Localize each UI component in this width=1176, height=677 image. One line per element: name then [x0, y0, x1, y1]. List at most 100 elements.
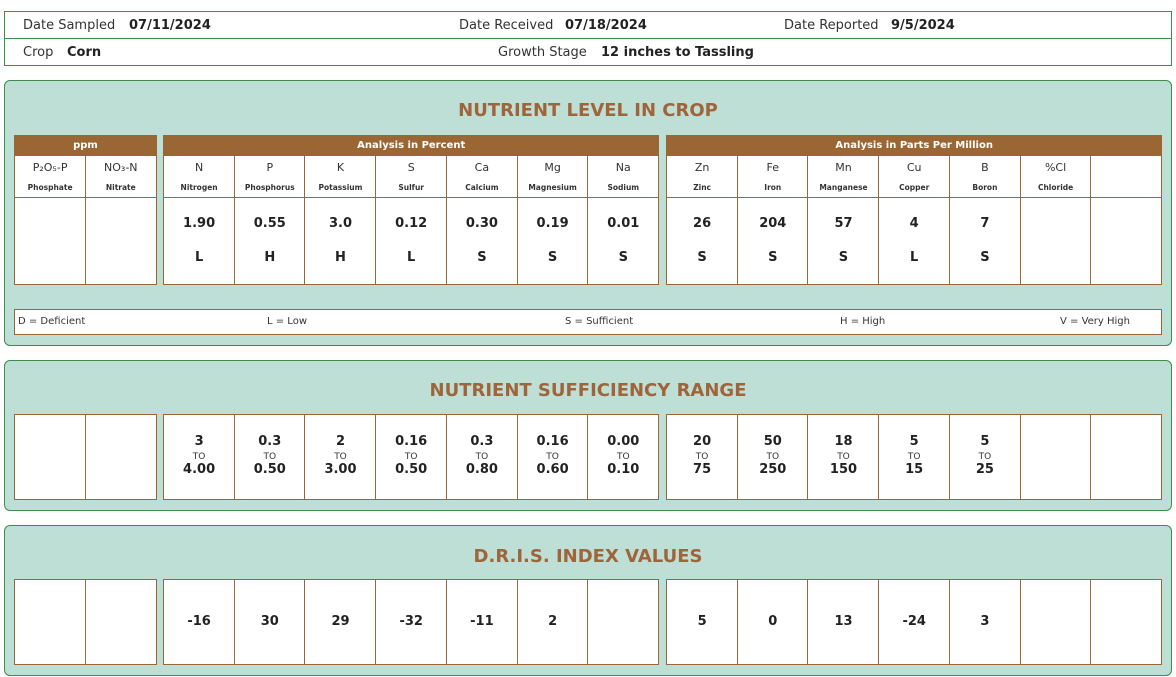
- nutrient-name: Chloride: [1037, 183, 1074, 192]
- nutrient-name: Calcium: [465, 183, 499, 192]
- header-row: Crop Corn Growth Stage 12 inches to Tasslin…: [4, 38, 1172, 66]
- level-cell: 3.0 H: [304, 197, 377, 285]
- range-to: TO: [475, 452, 489, 462]
- range-cell: 0.16 TO 0.60: [516, 414, 589, 500]
- dris-value: 13: [834, 614, 853, 629]
- range-cell: 18 TO 150: [807, 414, 880, 500]
- column-header: Cu Copper: [878, 155, 951, 199]
- range-low: 5: [980, 434, 990, 449]
- level-value: 0.12: [395, 216, 428, 231]
- legend-item: D = Deficient: [18, 316, 86, 327]
- column-header: Fe Iron: [736, 155, 809, 199]
- dris-value: -32: [399, 614, 423, 629]
- column-header: P₂O₅-P Phosphate: [14, 155, 87, 199]
- level-cell: 204 S: [736, 197, 809, 285]
- dris-cell: [587, 579, 660, 665]
- range-to: TO: [546, 452, 559, 462]
- range-high: 0.10: [607, 462, 640, 477]
- nutrient-symbol: Fe: [766, 161, 780, 174]
- level-cell: 0.12 L: [375, 197, 448, 285]
- field-label: Date Received: [459, 18, 554, 33]
- level-value: 4: [909, 216, 919, 231]
- range-to: TO: [978, 452, 992, 462]
- range-cell: [1019, 414, 1092, 500]
- field-label: Date Reported: [784, 18, 879, 33]
- level-cell: 0.30 S: [445, 197, 518, 285]
- group-header: Analysis in Parts Per Million: [666, 135, 1163, 156]
- range-high: 75: [693, 462, 712, 477]
- dris-cell: [1090, 579, 1163, 665]
- range-to: TO: [766, 452, 780, 462]
- legend-item: H = High: [840, 316, 886, 327]
- level-rating: L: [194, 250, 204, 265]
- range-low: 0.00: [607, 434, 640, 449]
- dris-cell: 2: [516, 579, 589, 665]
- column-header: %Cl Chloride: [1019, 155, 1092, 199]
- column-header: S Sulfur: [375, 155, 448, 199]
- level-rating: S: [768, 250, 778, 265]
- level-value: 1.90: [183, 216, 216, 231]
- dris-cell: 30: [233, 579, 306, 665]
- nutrient-symbol: NO₃-N: [104, 161, 138, 174]
- level-cell: [1090, 197, 1163, 285]
- range-low: 18: [834, 434, 853, 449]
- level-value: 57: [834, 216, 853, 231]
- dris-cell: -11: [445, 579, 518, 665]
- level-value: 0.01: [607, 216, 640, 231]
- level-rating: H: [335, 250, 346, 265]
- level-cell: 0.19 S: [516, 197, 589, 285]
- nutrient-symbol: S: [407, 161, 415, 174]
- level-cell: 26 S: [666, 197, 739, 285]
- dris-value: 29: [331, 614, 350, 629]
- nutrient-name: Nitrogen: [180, 183, 218, 192]
- dris-value: 0: [768, 614, 778, 629]
- range-low: 5: [909, 434, 919, 449]
- range-high: 4.00: [183, 462, 216, 477]
- level-rating: S: [980, 250, 990, 265]
- range-low: 50: [763, 434, 782, 449]
- level-rating: S: [618, 250, 628, 265]
- range-low: 0.3: [470, 434, 494, 449]
- group-header: Analysis in Percent: [163, 135, 660, 156]
- nutrient-symbol: K: [336, 161, 345, 174]
- range-to: TO: [695, 452, 709, 462]
- range-high: 15: [905, 462, 924, 477]
- nutrient-symbol: B: [981, 161, 989, 174]
- nutrient-name: Zinc: [693, 183, 711, 192]
- level-value: 3.0: [328, 216, 352, 231]
- column-header: [1090, 155, 1163, 199]
- dris-value: -16: [187, 614, 211, 629]
- range-cell: [14, 414, 87, 500]
- level-cell: 0.55 H: [233, 197, 306, 285]
- level-value: 0.19: [536, 216, 569, 231]
- field-label: Growth Stage: [498, 45, 587, 60]
- nutrient-name: Sodium: [607, 183, 640, 192]
- dris-cell: 0: [736, 579, 809, 665]
- range-to: TO: [837, 452, 850, 462]
- column-header: Zn Zinc: [666, 155, 739, 199]
- nutrient-symbol: Ca: [474, 161, 490, 174]
- section-title: NUTRIENT SUFFICIENCY RANGE: [429, 380, 747, 401]
- range-high: 250: [759, 462, 787, 477]
- level-cell: [1019, 197, 1092, 285]
- range-high: 0.80: [465, 462, 498, 477]
- dris-value: -24: [902, 614, 926, 629]
- range-to: TO: [907, 452, 921, 462]
- nutrient-name: Copper: [899, 183, 930, 192]
- nutrient-name: Boron: [972, 183, 998, 192]
- column-header: Na Sodium: [587, 155, 660, 199]
- level-rating: H: [264, 250, 276, 265]
- dris-cell: 29: [304, 579, 377, 665]
- range-cell: 20 TO 75: [666, 414, 739, 500]
- dris-value: 5: [697, 614, 707, 629]
- column-header: Ca Calcium: [445, 155, 518, 199]
- nutrient-symbol: %Cl: [1044, 161, 1067, 174]
- range-high: 0.50: [253, 462, 286, 477]
- field-value: 07/18/2024: [565, 18, 647, 33]
- level-value: 0.30: [465, 216, 498, 231]
- group-header: ppm: [14, 135, 157, 156]
- nutrient-symbol: N: [194, 161, 204, 174]
- range-cell: [84, 414, 157, 500]
